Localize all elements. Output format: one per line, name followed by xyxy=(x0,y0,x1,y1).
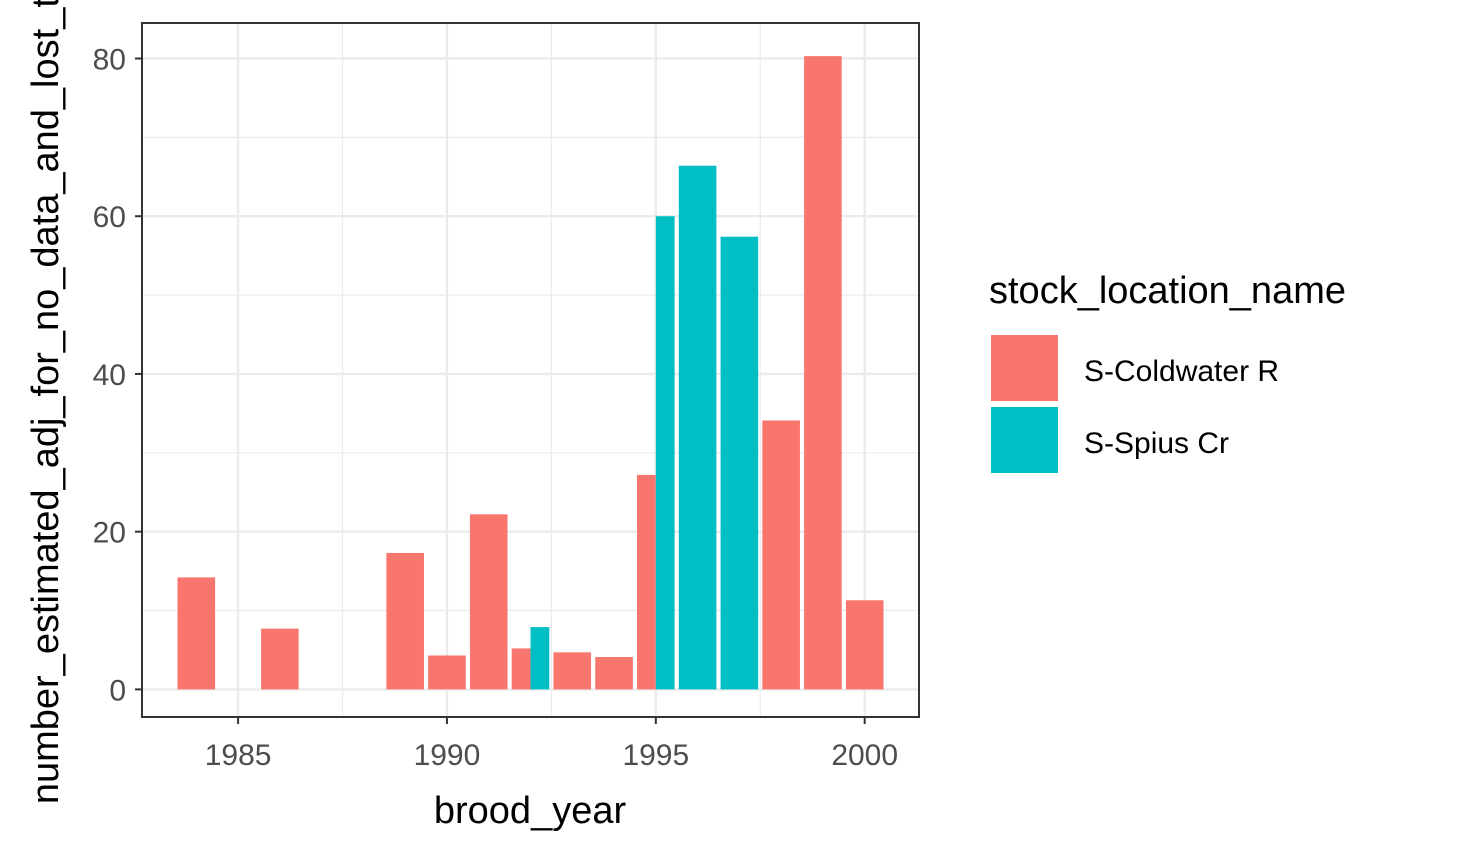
x-axis: 1985 1990 1995 2000 xyxy=(205,717,898,772)
bar-s-coldwater-r-1993 xyxy=(553,652,592,690)
y-tick-label: 20 xyxy=(93,517,126,550)
y-axis: 0 20 40 60 80 xyxy=(93,43,142,707)
x-tick-label: 1985 xyxy=(205,739,272,772)
bar-s-coldwater-r-2000 xyxy=(845,600,884,690)
x-axis-title: brood_year xyxy=(434,790,627,832)
bar-s-coldwater-r-1999 xyxy=(804,56,842,690)
bar-s-coldwater-r-1984 xyxy=(177,577,216,690)
y-tick-label: 0 xyxy=(109,674,126,707)
bar-s-spius-cr-1996 xyxy=(678,165,717,690)
bar-s-coldwater-r-1998 xyxy=(762,420,800,690)
bar-s-coldwater-r-1986 xyxy=(261,628,299,690)
bar-s-spius-cr-1992 xyxy=(530,627,550,690)
bar-s-coldwater-r-1995 xyxy=(637,474,656,690)
bar-s-coldwater-r-1989 xyxy=(386,552,424,690)
legend-key-s-coldwater-r xyxy=(991,335,1058,401)
x-tick-label: 1990 xyxy=(414,739,481,772)
x-tick-label: 1995 xyxy=(622,739,689,772)
bar-s-coldwater-r-1992 xyxy=(511,648,531,690)
bar-s-coldwater-r-1994 xyxy=(595,657,633,690)
legend-title: stock_location_name xyxy=(989,270,1346,312)
bar-s-spius-cr-1997 xyxy=(720,236,759,690)
legend-key-s-spius-cr xyxy=(991,407,1058,473)
bar-s-coldwater-r-1991 xyxy=(469,514,508,690)
bar-s-coldwater-r-1990 xyxy=(428,655,466,690)
bar-s-spius-cr-1995 xyxy=(655,216,675,690)
x-tick-label: 2000 xyxy=(831,739,898,772)
grid-minor xyxy=(142,23,919,717)
bars xyxy=(177,56,884,690)
legend: stock_location_name S-Coldwater R S-Spius… xyxy=(989,270,1346,473)
y-axis-title: number_estimated_adj_for_no_data_and_los… xyxy=(25,0,67,804)
y-tick-label: 40 xyxy=(93,359,126,392)
panel-border xyxy=(141,22,920,718)
panel-background xyxy=(142,23,919,717)
y-tick-label: 80 xyxy=(93,43,126,76)
legend-label: S-Spius Cr xyxy=(1084,427,1229,460)
y-tick-label: 60 xyxy=(93,201,126,234)
legend-label: S-Coldwater R xyxy=(1084,355,1279,388)
